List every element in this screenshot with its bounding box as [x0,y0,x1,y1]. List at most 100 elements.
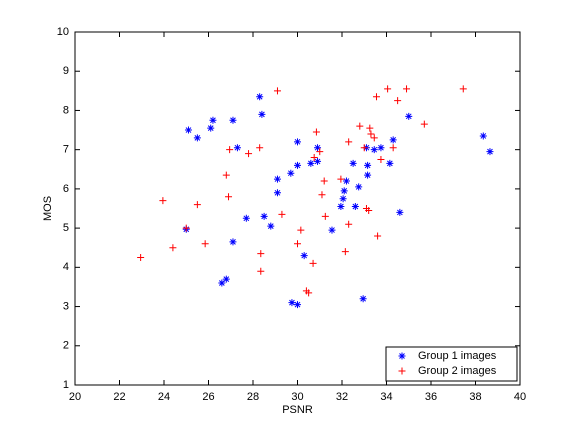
data-point [403,85,411,93]
data-point [365,206,373,214]
y-tick-label: 3 [63,300,69,312]
data-point [222,275,230,283]
axes-box [74,31,521,386]
legend-marker [398,352,406,360]
data-point [321,212,329,220]
x-tick-label: 36 [425,391,437,403]
data-point [309,259,317,267]
y-tick-label: 6 [63,183,69,195]
data-point [366,124,374,132]
data-point [405,112,413,120]
data-point [300,252,308,260]
data-point [370,134,378,142]
data-point [184,126,192,134]
data-point [222,171,230,179]
data-point [294,161,301,169]
data-point [229,116,237,124]
data-point [341,248,349,256]
data-point [396,208,404,216]
data-point [305,289,313,297]
data-point [245,150,253,158]
data-point [389,144,397,152]
data-point [386,159,394,167]
data-point [256,93,264,101]
data-point [459,85,467,93]
data-point [159,197,167,205]
data-point [260,212,268,220]
data-point [370,146,378,154]
data-point [320,177,328,185]
x-tick-label: 32 [336,391,348,403]
data-point [307,159,315,167]
legend-box [385,346,518,382]
data-point [372,93,380,101]
data-point [328,226,336,234]
data-point [207,124,215,132]
x-tick-label: 22 [113,391,125,403]
data-point [233,144,241,152]
y-tick-label: 7 [63,144,69,156]
data-point [256,144,264,152]
data-point [273,175,281,183]
data-point [389,136,397,144]
data-point [258,110,266,118]
data-point [218,279,226,287]
x-tick-label: 28 [247,391,259,403]
data-point [226,146,234,154]
data-point [257,267,265,275]
y-tick-label: 8 [63,104,69,116]
data-point [340,187,348,195]
data-point [377,144,385,152]
data-point [364,161,372,169]
x-tick-label: 38 [469,391,481,403]
data-point [377,155,385,163]
data-point [278,210,286,218]
data-point [229,238,237,246]
data-point [318,191,326,199]
y-tick-label: 1 [63,379,69,391]
data-point [364,171,372,179]
data-point [394,97,402,105]
x-tick-label: 30 [291,391,303,403]
data-point [209,116,217,124]
data-point [359,295,367,303]
data-point [342,177,350,185]
legend-label: Group 1 images [418,350,497,362]
data-point [384,85,392,93]
data-point [337,203,345,211]
data-point [314,144,322,152]
legend-marker [398,367,406,375]
data-point [356,122,364,130]
data-point [360,144,368,152]
data-point [420,120,428,128]
data-point [225,193,233,201]
data-point [355,183,363,191]
data-point [242,214,250,222]
data-point [345,220,353,228]
x-tick-label: 34 [380,391,392,403]
data-point [294,301,301,309]
data-point [486,148,494,156]
data-point [257,250,265,258]
data-point [267,222,275,230]
data-point [294,138,301,146]
data-point [351,203,359,211]
data-point [288,299,296,307]
y-tick-label: 4 [63,261,69,273]
data-point [287,169,295,177]
data-point [312,128,320,136]
data-point [310,154,318,162]
x-tick-label: 24 [158,391,170,403]
data-point [345,138,353,146]
data-point [367,130,375,138]
data-point [137,254,145,262]
data-point [182,224,190,232]
y-tick-label: 2 [63,340,69,352]
x-tick-label: 40 [514,391,526,403]
data-point [294,240,301,248]
data-point [316,148,324,156]
data-point [169,244,177,252]
data-point [314,157,322,165]
data-point [337,175,345,183]
